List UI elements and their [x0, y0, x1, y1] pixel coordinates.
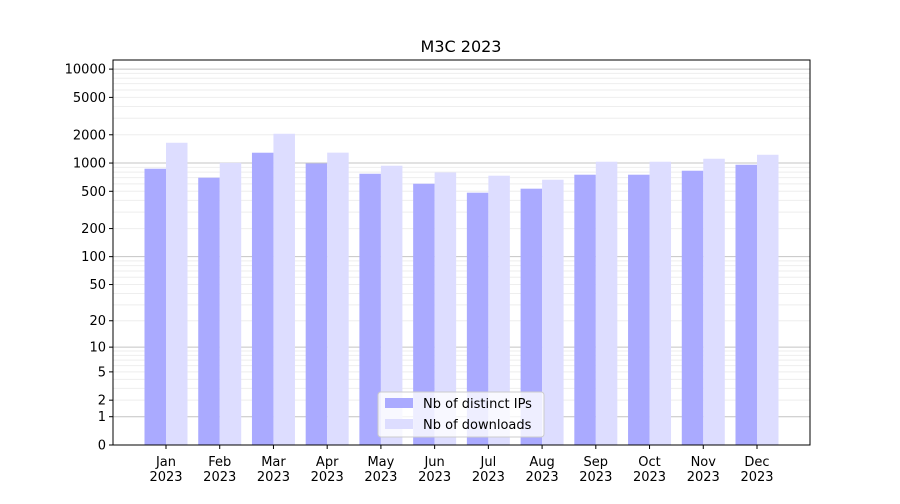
bar-downloads [219, 162, 242, 445]
legend-swatch [385, 419, 413, 429]
x-tick-label-line: 2023 [740, 470, 773, 485]
bar-downloads [166, 142, 188, 445]
legend-box [377, 391, 545, 438]
x-tick-label: Sep 2023 [579, 455, 612, 485]
y-tick-label: 0 [98, 439, 106, 454]
x-tick-label: Mar 2023 [257, 455, 290, 485]
x-tick-label-line: Nov [691, 455, 717, 470]
x-tick-label: Nov 2023 [687, 455, 720, 485]
x-tick-label-line: 2023 [687, 470, 720, 485]
bar-distinct-ips [466, 192, 489, 445]
legend: Nb of distinct IPs Nb of downloads [377, 391, 545, 438]
x-tick-label-line: Apr [316, 455, 339, 470]
bar-downloads [595, 161, 618, 445]
x-tick-label-line: 2023 [203, 470, 236, 485]
x-tick-label-line: 2023 [633, 470, 666, 485]
x-tick-label-line: 2023 [311, 470, 344, 485]
y-tick-label: 500 [81, 185, 106, 200]
x-tick-label-line: Jun [423, 455, 444, 470]
bars [144, 133, 779, 446]
bar-downloads [757, 154, 779, 445]
y-axis: 0 12 5 10 20 50 100 200 500 1000 2000 5000 10000 [65, 63, 113, 454]
x-tick-label-line: May [367, 455, 394, 470]
bar-downloads [434, 172, 457, 445]
x-tick-label: Jul 2023 [472, 455, 505, 485]
bar-distinct-ips [520, 188, 543, 445]
chart-title: M3C 2023 [421, 37, 502, 56]
y-tick-label: 2 [98, 394, 106, 409]
bar-downloads [649, 161, 672, 445]
x-tick-label-line: 2023 [149, 470, 182, 485]
bar-distinct-ips [251, 152, 274, 445]
bar-distinct-ips [735, 164, 757, 445]
x-tick-label-line: Feb [208, 455, 231, 470]
y-tick-label: 1 [98, 410, 106, 425]
bar-downloads [327, 152, 349, 446]
y-tick-label: 5 [98, 365, 106, 380]
x-tick-label: Apr 2023 [311, 455, 344, 485]
bar-distinct-ips [628, 174, 650, 445]
x-tick-label-line: 2023 [526, 470, 559, 485]
bar-downloads [488, 175, 510, 445]
x-tick-label-line: Dec [744, 455, 769, 470]
bar-distinct-ips [144, 168, 166, 445]
bar-distinct-ips [198, 177, 220, 446]
x-tick-label: Feb 2023 [203, 455, 236, 485]
legend-label: Nb of downloads [423, 418, 532, 433]
x-tick-label: Jun 2023 [418, 455, 451, 485]
x-tick-label: Oct 2023 [633, 455, 666, 485]
bar-downloads [703, 158, 725, 446]
x-tick-label-line: 2023 [579, 470, 612, 485]
bar-distinct-ips [574, 174, 596, 445]
x-tick-label-line: 2023 [257, 470, 290, 485]
x-tick-label: Dec 2023 [740, 455, 773, 485]
bar-distinct-ips [359, 173, 381, 446]
bar-distinct-ips [681, 170, 704, 445]
x-tick-label-line: Jul [480, 455, 497, 470]
bar-distinct-ips [413, 183, 435, 445]
x-tick-label-line: 2023 [418, 470, 451, 485]
y-tick-label: 100 [81, 250, 106, 265]
y-tick-label: 20 [89, 314, 106, 329]
y-tick-label: 10000 [65, 63, 106, 78]
y-tick-label: 200 [81, 222, 106, 237]
x-tick-label-line: Sep [584, 455, 609, 470]
legend-swatch [385, 398, 413, 408]
x-tick-label-line: 2023 [472, 470, 505, 485]
bar-downloads [380, 165, 403, 446]
y-tick-label: 1000 [73, 157, 106, 172]
y-tick-label: 2000 [73, 128, 106, 143]
y-tick-label: 50 [89, 278, 106, 293]
bar-distinct-ips [305, 163, 328, 445]
x-tick-label: May 2023 [364, 455, 397, 485]
x-tick-label-line: 2023 [364, 470, 397, 485]
bar-downloads [273, 133, 295, 445]
bar-downloads [542, 179, 564, 445]
legend-label: Nb of distinct IPs [423, 397, 532, 412]
x-tick-label: Aug 2023 [526, 455, 559, 485]
y-tick-label: 5000 [73, 91, 106, 106]
x-tick-label-line: Oct [638, 455, 660, 470]
y-tick-label: 10 [89, 341, 106, 356]
plot-frame [112, 59, 811, 446]
x-tick-label-line: Aug [529, 455, 554, 470]
x-tick-label-line: Mar [261, 455, 286, 470]
x-tick-label: Jan 2023 [149, 455, 182, 485]
x-tick-label-line: Jan [155, 455, 176, 470]
